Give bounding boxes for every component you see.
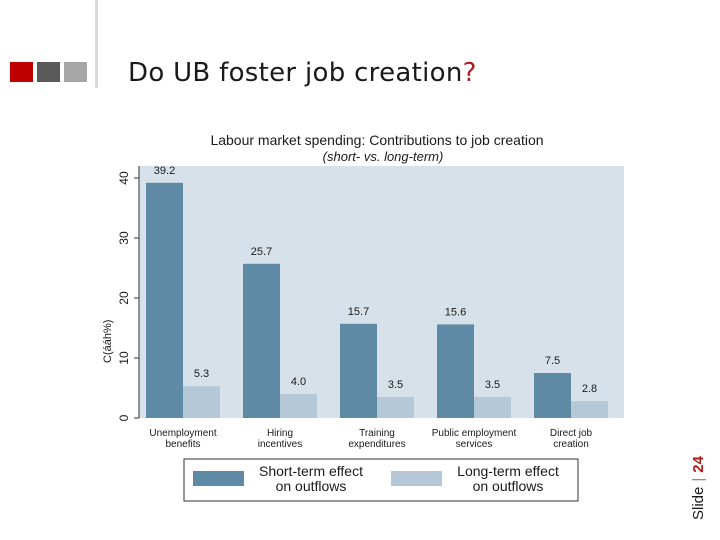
bar-long-term [183, 386, 220, 418]
slide-title-mark: ? [462, 58, 477, 88]
bar-long-term [474, 397, 511, 418]
slide-separator: | [690, 477, 707, 482]
x-category-label: benefits [165, 439, 200, 450]
legend-label-short-term: on outflows [276, 478, 347, 494]
legend-swatch-long-term [391, 471, 442, 486]
x-category-label: Public employment [432, 428, 517, 439]
legend-swatch-short-term [193, 471, 244, 486]
bar-value-label: 15.7 [348, 306, 369, 318]
bar-short-term [534, 373, 571, 418]
bar-chart: Labour market spending: Contributions to… [102, 125, 625, 510]
x-category-label: creation [553, 439, 589, 450]
y-tick-label: 20 [117, 291, 131, 305]
bar-value-label: 3.5 [388, 379, 403, 391]
x-category-label: services [456, 439, 493, 450]
header-divider [95, 0, 98, 88]
chart-container: Labour market spending: Contributions to… [102, 125, 625, 510]
x-category-label: Direct job [550, 428, 593, 439]
legend-box [183, 458, 579, 502]
bar-short-term [437, 324, 474, 418]
slide-title-text: Do UB foster job creation [128, 58, 463, 88]
slide-word: Slide [690, 486, 707, 520]
bar-short-term [243, 263, 280, 418]
bar-value-label: 25.7 [251, 246, 272, 258]
slide-logo [10, 62, 87, 82]
bar-value-label: 5.3 [194, 368, 209, 380]
y-tick-label: 10 [117, 351, 131, 365]
bar-short-term [146, 182, 183, 418]
bar-value-label: 4.0 [291, 376, 306, 388]
bar-value-label: 3.5 [485, 379, 500, 391]
slide-number: 24 [690, 456, 707, 473]
bar-long-term [377, 397, 414, 418]
slide-title: Do UB foster job creation? [128, 58, 477, 88]
x-category-label: incentives [258, 439, 302, 450]
x-category-label: expenditures [348, 439, 405, 450]
x-category-label: Training [359, 428, 395, 439]
y-axis-label: C(ááh%) [103, 320, 114, 363]
slide-number-label: Slide | 24 [690, 456, 707, 520]
bar-value-label: 7.5 [545, 355, 560, 367]
logo-square-dark [37, 62, 60, 82]
x-category-label: Unemployment [149, 428, 216, 439]
logo-square-red [10, 62, 33, 82]
y-tick-label: 0 [117, 414, 131, 421]
bar-value-label: 15.6 [445, 306, 466, 318]
chart-subtitle: (short- vs. long-term) [323, 149, 444, 164]
legend-label-short-term: Short-term effect [259, 463, 363, 479]
bar-long-term [280, 394, 317, 418]
legend-label-long-term: Long-term effect [457, 463, 559, 479]
bar-short-term [340, 323, 377, 418]
logo-square-light [64, 62, 87, 82]
bar-long-term [571, 401, 608, 418]
y-tick-label: 40 [117, 171, 131, 185]
bar-value-label: 2.8 [582, 383, 597, 395]
bar-value-label: 39.2 [154, 165, 175, 177]
x-category-label: Hiring [267, 428, 293, 439]
legend-label-long-term: on outflows [473, 478, 544, 494]
y-tick-label: 30 [117, 231, 131, 245]
chart-title: Labour market spending: Contributions to… [210, 132, 543, 148]
